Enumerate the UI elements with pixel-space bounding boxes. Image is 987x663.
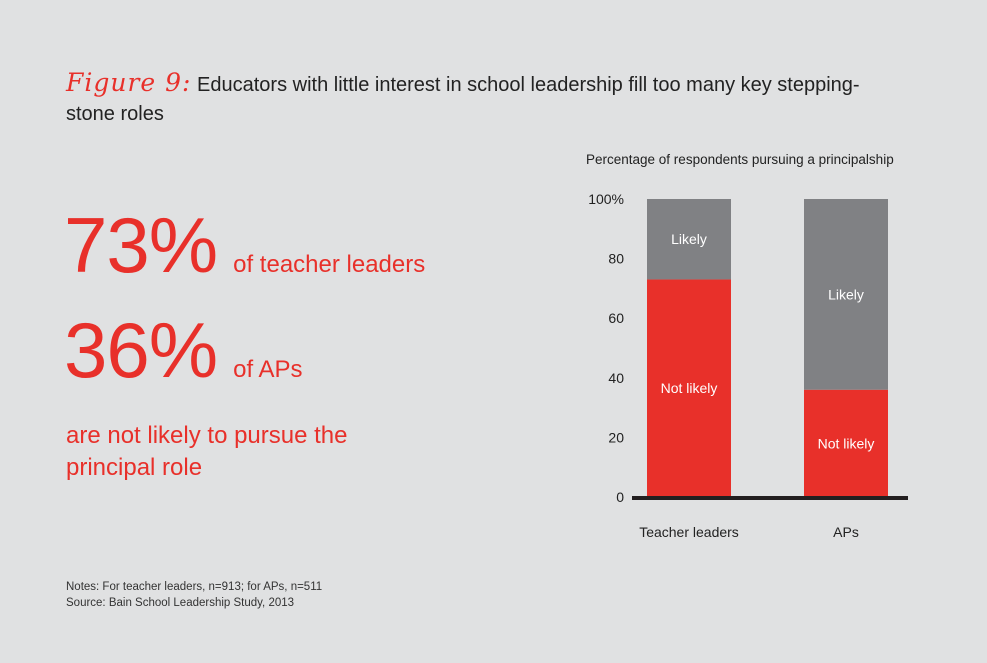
- bar-segment: [647, 199, 731, 280]
- bar-segment: [804, 199, 888, 390]
- figure-title: Figure 9: Educators with little interest…: [66, 68, 886, 129]
- y-axis: 0 20 40 60 80 100%: [588, 191, 624, 505]
- bar-segment: [804, 389, 888, 497]
- stat-number: 36%: [64, 306, 218, 394]
- x-axis: Teacher leaders APs: [639, 524, 859, 540]
- y-tick-label: 100%: [588, 191, 624, 207]
- y-tick-label: 80: [608, 251, 624, 267]
- y-tick-label: 60: [608, 310, 624, 326]
- stat-label: of teacher leaders: [233, 251, 426, 278]
- y-tick-label: 20: [608, 429, 624, 445]
- notes: Notes: For teacher leaders, n=913; for A…: [66, 579, 322, 611]
- figure-label: Figure 9:: [66, 68, 192, 97]
- stats-footer: are not likely to pursue the principal r…: [66, 422, 348, 481]
- stat-teacher-leaders: 73% of teacher leaders: [64, 205, 425, 285]
- segment-label: Not likely: [661, 380, 718, 396]
- stacked-bar-chart: Percentage of respondents pursuing a pri…: [586, 152, 908, 540]
- stat-aps: 36% of APs: [64, 310, 303, 390]
- figure-title-text: Educators with little interest in school…: [66, 74, 860, 125]
- notes-line: Notes: For teacher leaders, n=913; for A…: [66, 581, 323, 593]
- y-tick-label: 40: [608, 370, 624, 386]
- stat-number: 73%: [64, 201, 218, 289]
- bars: Not likely Likely Not likely Likely: [647, 199, 888, 497]
- x-tick-label: Teacher leaders: [639, 524, 739, 540]
- y-tick-label: 0: [616, 489, 624, 505]
- x-tick-label: APs: [833, 524, 859, 540]
- segment-label: Likely: [671, 231, 707, 247]
- chart-title: Percentage of respondents pursuing a pri…: [586, 152, 894, 167]
- source-line: Source: Bain School Leadership Study, 20…: [66, 597, 295, 609]
- stat-label: of APs: [233, 356, 303, 383]
- segment-label: Not likely: [818, 435, 875, 451]
- bar-segment: [647, 279, 731, 497]
- segment-label: Likely: [828, 286, 864, 302]
